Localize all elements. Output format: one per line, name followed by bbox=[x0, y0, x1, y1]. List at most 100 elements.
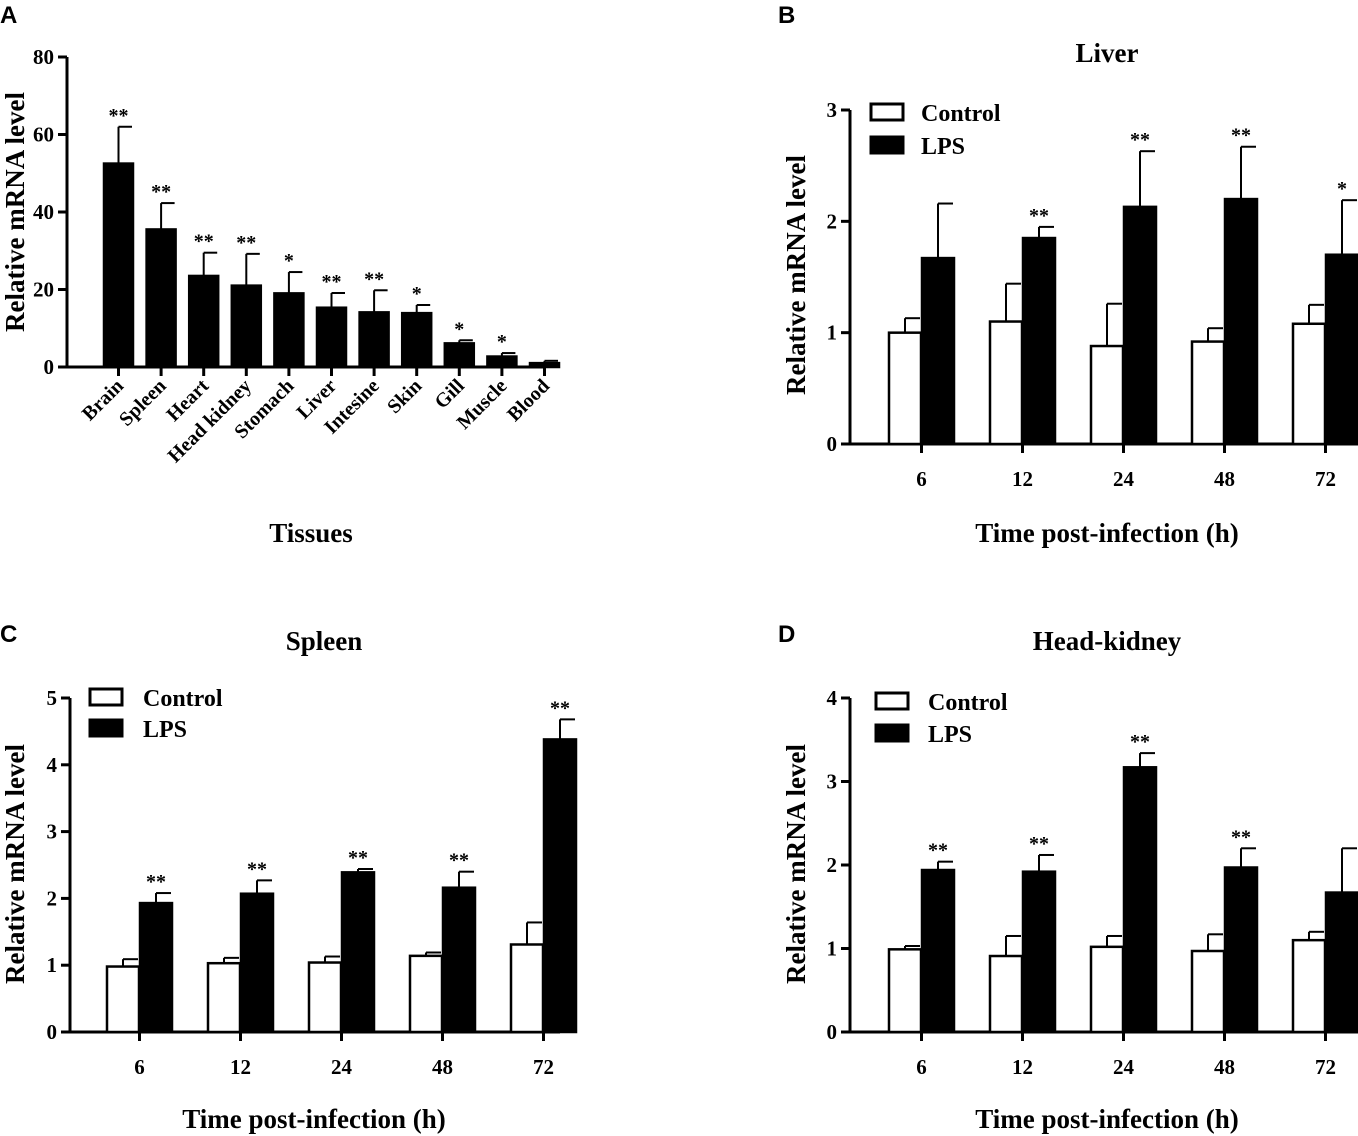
panel-a-significance-label: * bbox=[412, 283, 422, 305]
panel-b-y-tick-label: 0 bbox=[827, 432, 838, 456]
panel-d-control-bar bbox=[1190, 949, 1226, 1034]
panel-a-series-bar bbox=[187, 274, 220, 369]
panel-b-legend-lps-label: LPS bbox=[921, 134, 965, 160]
panel-letter-b: B bbox=[778, 2, 795, 29]
panel-c-legend-lps-label: LPS bbox=[143, 717, 187, 743]
panel-b-category-label: 6 bbox=[916, 467, 927, 491]
panel-b-y-tick-label: 1 bbox=[827, 321, 838, 345]
panel-a-significance-label: * bbox=[454, 318, 464, 340]
panel-letter-d: D bbox=[778, 621, 795, 648]
panel-d-lps-bar bbox=[1021, 870, 1057, 1034]
panel-c-lps-bar bbox=[340, 871, 376, 1034]
panel-d-title: Head-kidney bbox=[1033, 626, 1182, 656]
panel-c-lps-bar bbox=[138, 901, 174, 1034]
panel-d-legend-lps-swatch bbox=[874, 723, 910, 743]
panel-d-legend-lps-label: LPS bbox=[928, 722, 972, 748]
panel-b-y-tick-label: 2 bbox=[827, 209, 838, 233]
panel-d-y-tick-label: 1 bbox=[827, 937, 838, 961]
panel-a-category-label: Skin bbox=[383, 375, 426, 418]
panel-b-legend-control-label: Control bbox=[921, 101, 1001, 127]
panel-d-category-label: 6 bbox=[916, 1055, 927, 1079]
panel-c-legend-control-swatch bbox=[88, 687, 124, 707]
panel-d-lps-bar bbox=[920, 868, 956, 1034]
panel-c-control-bar bbox=[509, 943, 545, 1034]
panel-c-significance-label: ** bbox=[247, 858, 267, 880]
panel-c-category-label: 12 bbox=[230, 1055, 251, 1079]
panel-c-category-label: 48 bbox=[432, 1055, 453, 1079]
panel-letter-c: C bbox=[0, 621, 17, 648]
panel-a-y-tick-label: 0 bbox=[44, 355, 55, 379]
panel-b-x-axis-label: Time post-infection (h) bbox=[975, 518, 1239, 548]
panel-d-y-tick-label: 2 bbox=[827, 853, 838, 877]
panel-c-y-tick-label: 4 bbox=[47, 753, 58, 777]
panel-a-significance-label: ** bbox=[236, 232, 256, 254]
panel-c-significance-label: ** bbox=[146, 871, 166, 893]
panel-a-series-bar bbox=[528, 361, 561, 369]
panel-c-significance-label: ** bbox=[449, 850, 469, 872]
panel-c-significance-label: ** bbox=[348, 847, 368, 869]
panel-d-lps-bar bbox=[1324, 891, 1358, 1034]
panel-d-x-axis-label: Time post-infection (h) bbox=[975, 1104, 1239, 1134]
panel-b-legend: Control LPS bbox=[869, 101, 1001, 160]
panel-d-control-bar bbox=[1089, 945, 1125, 1034]
panel-c-category-label: 6 bbox=[134, 1055, 145, 1079]
panel-a-series-bar bbox=[145, 228, 177, 369]
panel-d-lps-bar bbox=[1122, 766, 1158, 1034]
panel-b-category-label: 48 bbox=[1214, 467, 1235, 491]
panel-a-significance-label: * bbox=[497, 331, 507, 353]
panel-a-series-bar bbox=[486, 355, 518, 369]
panel-c-y-tick-label: 2 bbox=[47, 886, 58, 910]
panel-d-control-bar bbox=[988, 954, 1024, 1034]
panel-b-lps-bar bbox=[920, 256, 956, 446]
panel-d-legend-control-label: Control bbox=[928, 690, 1008, 716]
panel-d-category-label: 72 bbox=[1315, 1055, 1336, 1079]
panel-a-y-tick-label: 80 bbox=[33, 45, 54, 69]
panel-b-legend-control-swatch bbox=[869, 102, 905, 122]
panel-c-y-tick-label: 5 bbox=[47, 686, 58, 710]
panel-d-category-label: 24 bbox=[1113, 1055, 1135, 1079]
panel-a-x-axis-label: Tissues bbox=[269, 518, 353, 548]
panel-a-series-bar bbox=[315, 306, 348, 369]
panel-a-significance-label: ** bbox=[194, 231, 214, 253]
panel-d-significance-label: ** bbox=[1130, 731, 1150, 753]
panel-b-y-axis-label: Relative mRNA level bbox=[781, 155, 811, 395]
panel-a-y-tick-label: 60 bbox=[33, 123, 54, 147]
panel-d-y-tick-label: 4 bbox=[827, 686, 838, 710]
panel-a-significance-label: ** bbox=[151, 181, 171, 203]
panel-d-y-tick-label: 0 bbox=[827, 1020, 838, 1044]
panel-d-significance-label: ** bbox=[1231, 826, 1251, 848]
panel-a-significance-label: ** bbox=[109, 105, 129, 127]
panel-d-legend-control-swatch bbox=[874, 691, 910, 711]
panel-b-category-label: 24 bbox=[1113, 467, 1135, 491]
panel-c-legend: Control LPS bbox=[88, 686, 223, 743]
panel-c-lps-bar bbox=[542, 738, 578, 1034]
panel-c-legend-control-label: Control bbox=[143, 686, 223, 712]
panel-b-significance-label: ** bbox=[1029, 205, 1049, 227]
panel-c-lps-bar bbox=[239, 892, 275, 1034]
panel-d-y-tick-label: 3 bbox=[827, 770, 838, 794]
panel-d-legend: Control LPS bbox=[874, 690, 1008, 748]
panel-a-y-tick-label: 20 bbox=[33, 278, 54, 302]
panel-d-category-label: 48 bbox=[1214, 1055, 1235, 1079]
panel-c-x-axis-label: Time post-infection (h) bbox=[182, 1104, 446, 1134]
panel-b-lps-bar bbox=[1223, 197, 1259, 446]
panel-b-control-bar bbox=[887, 331, 923, 446]
panel-c-category-label: 72 bbox=[533, 1055, 554, 1079]
panel-c-control-bar bbox=[307, 961, 343, 1034]
panel-c-control-bar bbox=[105, 965, 141, 1034]
panel-a-series-bar bbox=[230, 284, 263, 369]
panel-letter-a: A bbox=[0, 2, 17, 29]
panel-b-lps-bar bbox=[1324, 253, 1358, 446]
panel-a-series-bar bbox=[443, 342, 476, 369]
panel-c-y-tick-label: 0 bbox=[47, 1020, 58, 1044]
panel-c-lps-bar bbox=[441, 886, 477, 1034]
panel-b-control-bar bbox=[1190, 340, 1226, 446]
panel-b-category-label: 12 bbox=[1012, 467, 1033, 491]
panel-c-legend-lps-swatch bbox=[88, 718, 124, 738]
panel-d-control-bar bbox=[887, 948, 923, 1034]
